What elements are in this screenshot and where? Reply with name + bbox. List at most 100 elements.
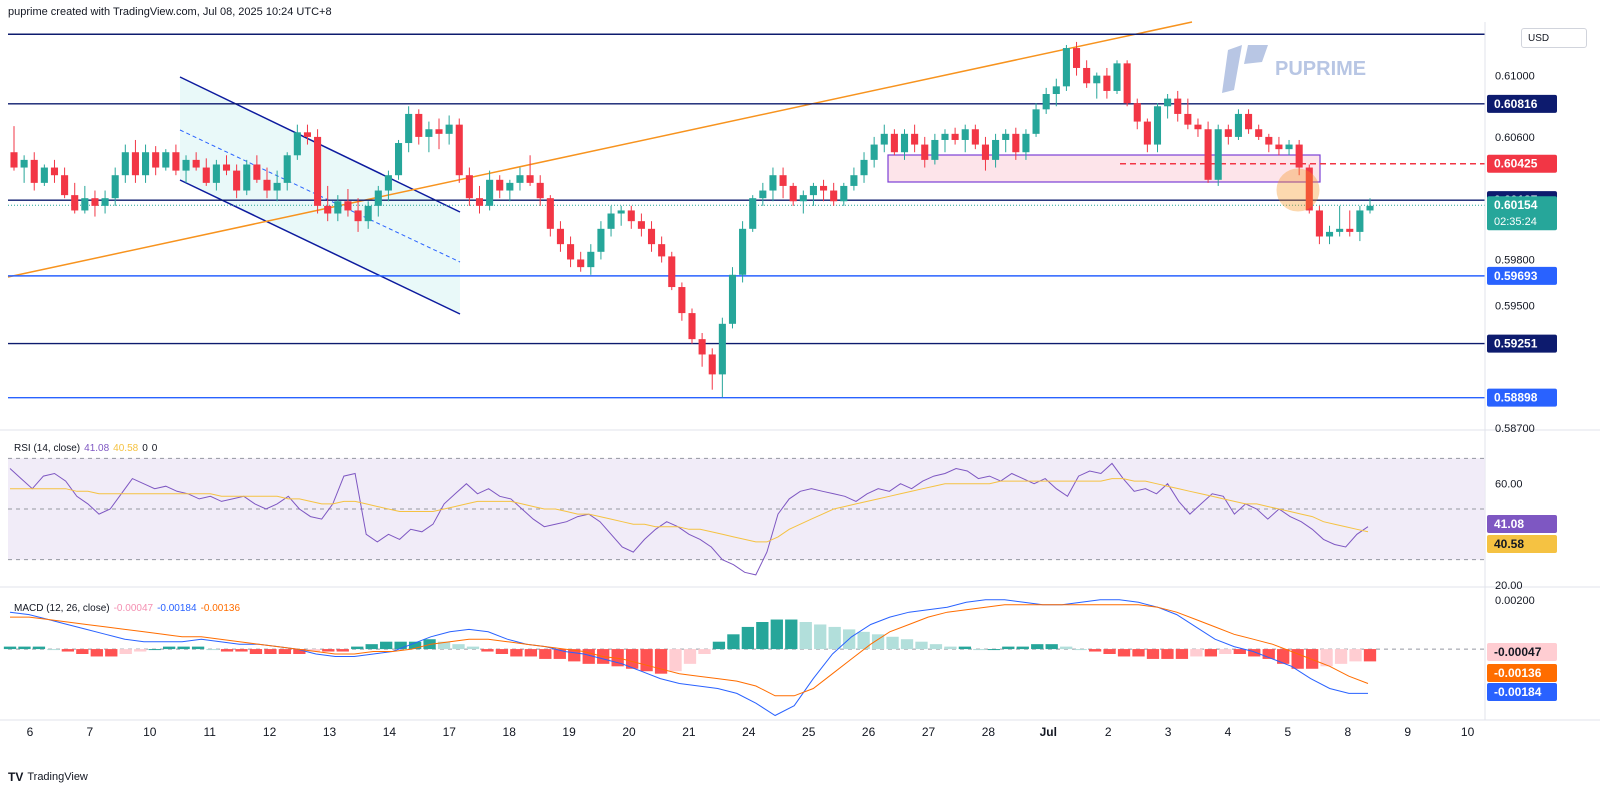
candle-body [830, 190, 838, 202]
price-level-tag-bg [1487, 334, 1557, 353]
macd-histogram-bar [1334, 649, 1348, 664]
macd-histogram-bar [437, 641, 451, 650]
macd-histogram-bar [1103, 649, 1116, 654]
tradingview-footer[interactable]: TV TradingView [8, 770, 88, 784]
macd-histogram-bar [134, 649, 147, 652]
candle-body [324, 205, 332, 214]
macd-histogram-bar [524, 649, 537, 657]
macd-histogram-bar [336, 649, 349, 652]
macd-histogram-bar [365, 644, 378, 650]
candle-body [951, 133, 959, 140]
candle-body [688, 313, 696, 340]
macd-histogram-bar [249, 649, 263, 654]
candle-body [607, 213, 615, 229]
rsi-legend-v2: 40.58 [113, 443, 139, 454]
candle-body [192, 159, 200, 168]
candle-body [850, 175, 858, 186]
candle-body [486, 179, 494, 206]
candle-body [1295, 144, 1303, 168]
candle-body [131, 152, 139, 176]
candle-body [728, 274, 737, 324]
time-tick-label: 21 [682, 725, 696, 739]
candle-body [809, 185, 817, 196]
macd-histogram-bar [163, 646, 176, 650]
macd-legend[interactable]: MACD (12, 26, close) -0.00047 -0.00184 -0.0… [14, 603, 244, 614]
channel-lower-line [179, 179, 461, 315]
currency-selector[interactable]: USD [1521, 28, 1587, 48]
time-tick-label: 5 [1285, 725, 1292, 739]
candle-body [1336, 228, 1344, 232]
candle-body [384, 175, 392, 191]
macd-histogram-bar [683, 649, 697, 664]
macd-histogram-bar [307, 649, 320, 652]
macd-histogram-bar [1349, 649, 1362, 662]
candle-body [1143, 121, 1151, 145]
candle-body [506, 182, 514, 191]
macd-histogram-bar [191, 646, 205, 650]
time-tick-label: 7 [87, 725, 94, 739]
candle-body [1265, 136, 1273, 145]
macd-series-macd [9, 599, 1368, 717]
macd-histogram-bar [654, 649, 668, 674]
candle-body [627, 210, 635, 222]
candle-body [1174, 98, 1182, 114]
price-tick-label: 0.61000 [1495, 71, 1535, 83]
macd-histogram-bar [264, 649, 277, 654]
macd-histogram-bar [669, 649, 682, 672]
candle-body [597, 228, 605, 252]
macd-histogram-bar [177, 646, 190, 650]
candle-body [71, 195, 79, 211]
candle-body [840, 185, 848, 202]
candle-body [475, 198, 484, 206]
macd-histogram-bar [293, 649, 306, 654]
price-level-tag-bg [1487, 388, 1557, 407]
candle-body [1346, 228, 1354, 232]
rsi-legend[interactable]: RSI (14, close) 41.08 40.58 0 0 [14, 443, 161, 454]
candle-body [617, 210, 625, 214]
macd-histogram-bar [1219, 649, 1232, 654]
candle-body [344, 201, 352, 211]
macd-value-tag-label: -0.00136 [1494, 666, 1542, 680]
candle-body [212, 164, 220, 183]
macd-legend-v2: -0.00184 [157, 603, 197, 614]
macd-series-signal [10, 604, 1369, 697]
macd-histogram-bar [1060, 646, 1073, 650]
price-level-tag-bg [1487, 154, 1557, 173]
macd-histogram-bar [235, 649, 248, 652]
macd-value-tag-bg [1487, 683, 1557, 701]
rsi-series-ma [10, 478, 1369, 543]
macd-histogram-bar [1320, 649, 1333, 667]
candle-body [425, 129, 433, 137]
puprime-logo-icon [1222, 45, 1268, 93]
candle-body [374, 190, 382, 206]
candle-body [718, 323, 726, 375]
macd-histogram-bar [1088, 649, 1102, 652]
candle-body [668, 256, 676, 288]
macd-histogram-bar [495, 649, 509, 654]
time-tick-label: 19 [562, 725, 576, 739]
candle-body [222, 164, 231, 171]
candle-body [708, 354, 716, 375]
candle-body [516, 175, 524, 183]
candle-body [981, 144, 990, 160]
macd-histogram-bar [785, 619, 798, 650]
macd-histogram-bar [539, 649, 552, 659]
candle-body [900, 133, 909, 153]
candle-body [1093, 75, 1101, 84]
candle-body [1072, 48, 1081, 68]
macd-histogram-bar [727, 634, 740, 650]
macd-histogram-bar [756, 622, 769, 650]
macd-value-tag-bg [1487, 643, 1557, 661]
candle-body [1204, 129, 1212, 180]
tradingview-logo-icon: TV [8, 770, 24, 784]
time-tick-label: 11 [203, 725, 216, 739]
macd-histogram-bar [625, 649, 639, 669]
candle-body [1315, 210, 1323, 237]
candle-body [1356, 210, 1364, 232]
candle-body [931, 139, 939, 160]
macd-histogram-bar [206, 649, 219, 651]
rsi-ma-tag-label: 40.58 [1494, 537, 1524, 551]
macd-histogram-bar [1305, 649, 1319, 669]
candle-body [435, 129, 443, 134]
